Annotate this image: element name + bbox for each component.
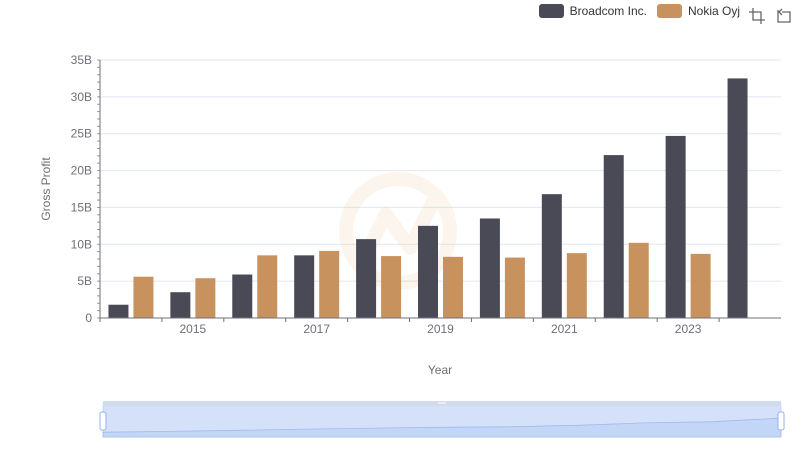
x-tick-label: 2019 <box>427 322 454 336</box>
bar-nokia-2015 <box>195 278 216 318</box>
y-axis-title: Gross Profit <box>39 157 53 221</box>
bar-nokia-2018 <box>381 256 402 318</box>
bar-broadcom-2020 <box>479 218 500 318</box>
y-tick-label: 20B <box>71 164 92 178</box>
bar-nokia-2014 <box>133 276 154 318</box>
y-tick-label: 15B <box>71 200 92 214</box>
legend-swatch-nokia <box>656 4 682 18</box>
legend-label-broadcom: Broadcom Inc. <box>569 4 647 18</box>
bar-broadcom-2016 <box>232 274 253 318</box>
bar-broadcom-2017 <box>294 255 315 318</box>
bar-broadcom-2015 <box>170 292 191 318</box>
x-tick-label: 2015 <box>180 322 207 336</box>
zoom-reset-icon[interactable] <box>774 7 792 25</box>
legend-item-broadcom[interactable]: Broadcom Inc. <box>538 4 647 18</box>
bar-broadcom-2021 <box>541 194 562 318</box>
zoom-selection <box>103 405 781 437</box>
bar-nokia-2020 <box>504 257 525 318</box>
zoom-trend-area <box>102 417 782 438</box>
x-tick-label: 2023 <box>675 322 702 336</box>
y-tick-label: 10B <box>71 237 92 251</box>
bars <box>108 78 748 318</box>
bar-broadcom-2014 <box>108 304 129 318</box>
grid-lines <box>100 59 781 282</box>
bar-broadcom-2018 <box>356 239 377 318</box>
y-tick-label: 30B <box>71 90 92 104</box>
y-tick-label: 0 <box>85 311 92 325</box>
bar-broadcom-2022 <box>603 155 624 318</box>
legend-swatch-broadcom <box>538 4 564 18</box>
bar-nokia-2021 <box>566 253 587 318</box>
bar-nokia-2019 <box>443 256 463 318</box>
bar-nokia-2017 <box>319 250 340 318</box>
data-zoom-slider[interactable] <box>99 401 785 438</box>
bar-nokia-2016 <box>257 255 278 318</box>
x-tick-label: 2017 <box>303 322 330 336</box>
legend-item-nokia[interactable]: Nokia Oyj <box>656 4 740 18</box>
axes: 0 5B 10B 15B 20B 25B 30B 35B 2015 2017 2019 2021 202… <box>71 53 781 336</box>
zoom-handle-left <box>99 411 107 431</box>
zoom-handle-right <box>777 411 785 431</box>
zoom-icon[interactable] <box>748 7 766 25</box>
bar-broadcom-2023 <box>665 135 686 318</box>
bar-nokia-2022 <box>628 242 649 318</box>
legend: Broadcom Inc. Nokia Oyj <box>538 4 740 18</box>
y-tick-label: 35B <box>71 53 92 67</box>
x-tick-label: 2021 <box>551 322 578 336</box>
legend-label-nokia: Nokia Oyj <box>687 4 740 18</box>
x-axis-title: Year <box>427 363 453 377</box>
bar-nokia-2023 <box>690 253 711 318</box>
bar-broadcom-2024 <box>727 78 748 318</box>
bar-broadcom-2019 <box>418 225 438 318</box>
toolbox <box>748 7 792 25</box>
y-tick-label: 25B <box>71 127 92 141</box>
y-tick-label: 5B <box>77 274 92 288</box>
